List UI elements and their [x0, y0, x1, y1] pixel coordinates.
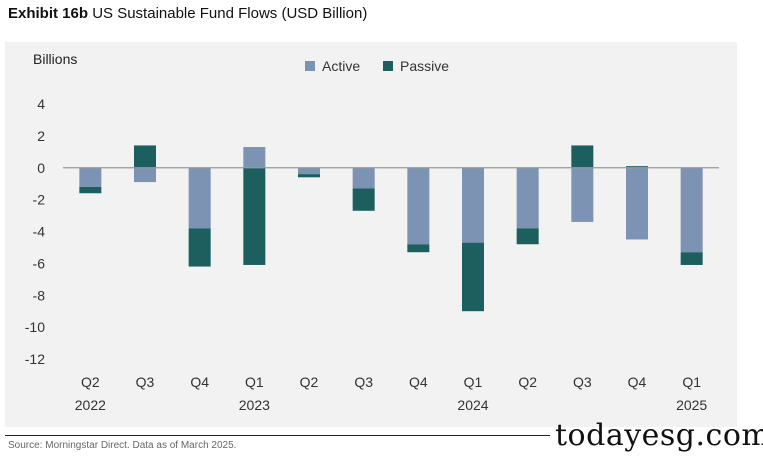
y-tick-label: -6	[33, 255, 46, 271]
x-tick-quarter: Q1	[245, 374, 264, 390]
bar-active	[134, 167, 156, 183]
y-axis-ticks: 4 2 0 -2 -4 -6 -8 -10 -12	[25, 96, 45, 367]
bar-active	[462, 167, 484, 243]
bars	[79, 145, 703, 312]
y-tick-label: 4	[37, 96, 45, 112]
bar-passive	[680, 252, 703, 265]
bar-active	[626, 167, 648, 240]
bar-passive	[188, 228, 211, 267]
chart-title: Exhibit 16b US Sustainable Fund Flows (U…	[8, 5, 367, 22]
x-tick-quarter: Q3	[573, 374, 592, 390]
bar-active	[680, 167, 703, 253]
legend: Active Passive	[305, 58, 449, 74]
y-tick-label: -2	[33, 192, 46, 208]
x-tick-quarter: Q1	[682, 374, 701, 390]
bar-active	[243, 147, 266, 168]
bar-passive	[407, 244, 430, 253]
x-tick-quarter: Q2	[81, 374, 100, 390]
bar-passive	[352, 188, 375, 211]
x-tick-year: 2022	[75, 397, 106, 413]
x-tick-quarter: Q1	[464, 374, 483, 390]
bar-passive	[134, 145, 156, 168]
y-tick-label: -8	[33, 287, 46, 303]
chart-panel: Billions Active Passive 4 2 0 -2 -4 -6 -8 -10 -12…	[5, 42, 737, 427]
x-tick-year: 2023	[239, 397, 270, 413]
x-axis-ticks: Q2 2022 Q3 Q4 Q1 2023 Q2 Q3 Q4 Q1 2024 Q2 Q3 Q4 Q1 2025	[75, 374, 708, 413]
chart: Billions Active Passive 4 2 0 -2 -4 -6 -8 -10 -12…	[25, 51, 719, 413]
bar-passive	[626, 166, 648, 168]
exhibit-label: Exhibit 16b	[8, 5, 89, 22]
bar-passive	[462, 242, 484, 312]
x-tick-year: 2024	[457, 397, 488, 413]
x-tick-quarter: Q4	[190, 374, 209, 390]
bar-active	[298, 167, 320, 175]
bar-active	[571, 167, 594, 222]
x-tick-quarter: Q4	[409, 374, 428, 390]
bar-active	[352, 167, 375, 189]
bar-passive	[243, 167, 266, 265]
y-tick-label: 0	[37, 160, 45, 176]
bar-active	[516, 167, 539, 229]
y-tick-label: -10	[25, 319, 45, 335]
y-tick-label: -4	[33, 224, 46, 240]
source-note: Source: Morningstar Direct. Data as of M…	[8, 440, 237, 451]
footer-divider	[5, 435, 550, 436]
x-tick-year: 2025	[676, 397, 707, 413]
bar-active	[407, 167, 430, 245]
legend-swatch-passive	[383, 61, 393, 71]
bar-passive	[298, 174, 320, 178]
bar-passive	[516, 228, 539, 245]
legend-label-passive: Passive	[400, 58, 449, 74]
y-unit-label: Billions	[33, 51, 77, 67]
x-tick-quarter: Q2	[518, 374, 537, 390]
bar-passive	[571, 145, 594, 168]
legend-swatch-active	[305, 61, 315, 71]
legend-label-active: Active	[322, 58, 360, 74]
chart-title-text: US Sustainable Fund Flows (USD Billion)	[92, 5, 368, 22]
x-tick-quarter: Q2	[300, 374, 319, 390]
x-tick-quarter: Q3	[354, 374, 373, 390]
bar-passive	[79, 186, 102, 194]
bar-active	[79, 167, 102, 187]
bar-active	[188, 167, 211, 229]
y-tick-label: 2	[37, 128, 45, 144]
y-tick-label: -12	[25, 351, 45, 367]
watermark: todayesg.com	[555, 418, 763, 453]
x-tick-quarter: Q3	[136, 374, 155, 390]
x-tick-quarter: Q4	[628, 374, 647, 390]
